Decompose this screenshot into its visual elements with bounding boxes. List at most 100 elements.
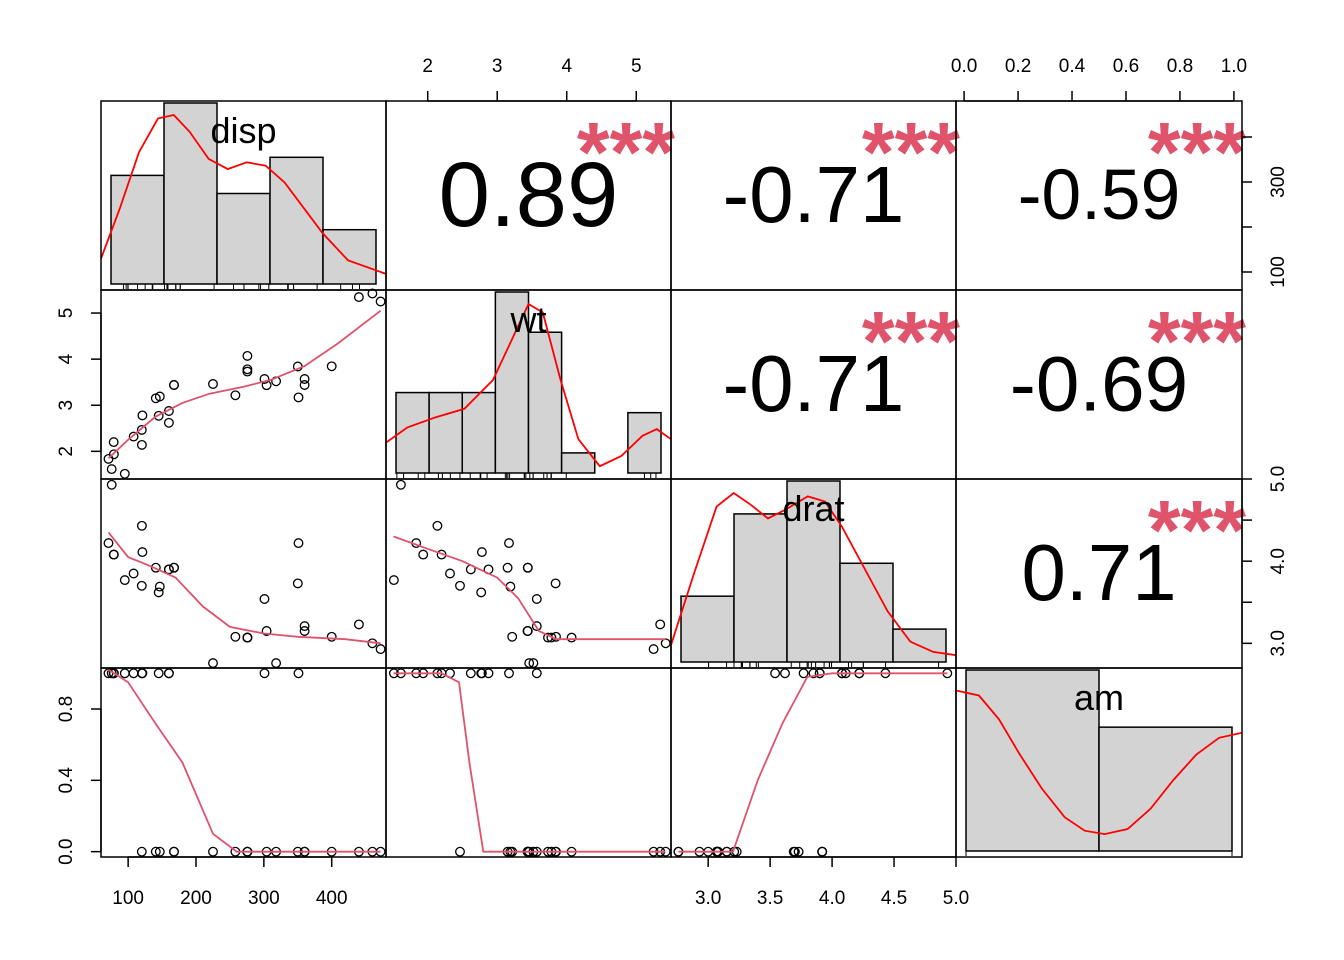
significance-stars: ***	[862, 105, 960, 199]
significance-stars: ***	[1148, 483, 1246, 577]
tick-label: 3.0	[695, 888, 721, 909]
smooth-line	[107, 309, 382, 459]
panel-wt-wt: wt	[385, 289, 672, 480]
tick-label: 300	[1268, 166, 1289, 198]
variable-label-am: am	[1074, 677, 1124, 718]
data-point	[259, 374, 270, 384]
y-axis-right-drat: 3.0 4.0 5.0	[1241, 466, 1289, 657]
histogram-bar	[680, 595, 735, 663]
data-point	[817, 846, 828, 857]
density-curve	[670, 491, 957, 657]
data-point	[128, 668, 139, 679]
data-point	[770, 668, 781, 679]
data-point	[106, 464, 117, 475]
data-point	[136, 580, 147, 591]
data-point	[150, 393, 161, 404]
data-point	[375, 644, 386, 655]
tick-label: 4.0	[1268, 548, 1289, 574]
data-point	[137, 668, 148, 679]
data-point	[299, 380, 310, 390]
data-point	[108, 437, 119, 448]
x-axis-top-am: 0.0 0.2 0.4 0.6 0.8 1.0	[951, 56, 1247, 102]
tick-label: 3.5	[757, 888, 783, 909]
data-point	[128, 568, 139, 579]
histogram-bar	[110, 174, 165, 285]
data-point	[798, 668, 809, 679]
data-point	[119, 575, 130, 586]
x-axis-disp: 100 200 300 400	[112, 856, 348, 909]
data-point	[326, 361, 337, 372]
tick-label: 0.4	[1059, 56, 1086, 77]
panel-border	[385, 667, 672, 858]
panel-border	[100, 289, 387, 480]
panel-wt-disp	[100, 288, 387, 480]
density-curve	[955, 689, 1243, 836]
data-point	[432, 520, 443, 531]
data-point	[261, 626, 272, 636]
data-point	[476, 668, 487, 679]
tick-label: 3	[492, 56, 503, 77]
data-point	[154, 581, 165, 592]
panel-border	[100, 667, 387, 858]
data-point	[660, 638, 671, 649]
data-point	[136, 520, 147, 531]
histogram-bar	[839, 562, 894, 663]
histogram-bar	[461, 391, 497, 474]
correlation-value: 0.71	[1021, 528, 1176, 617]
data-point	[522, 562, 533, 573]
significance-stars: ***	[1148, 294, 1246, 388]
data-point	[504, 538, 514, 549]
data-point	[531, 668, 542, 679]
tick-label: 0.2	[1005, 56, 1031, 77]
panel-am-am: am	[955, 667, 1243, 858]
significance-stars: ***	[862, 294, 960, 388]
data-point	[418, 549, 429, 560]
tick-label: 2	[56, 446, 77, 457]
histogram-bar	[216, 192, 271, 285]
significance-stars: ***	[577, 105, 675, 199]
data-point	[504, 668, 514, 679]
panel-disp-wt: 0.89***	[385, 100, 675, 291]
data-point	[128, 431, 139, 442]
data-point	[476, 587, 487, 598]
panel-disp-disp: disp	[100, 100, 387, 291]
data-point	[353, 619, 364, 630]
panel-disp-am: -0.59***	[955, 100, 1246, 291]
data-point	[136, 424, 147, 435]
data-point	[476, 547, 487, 558]
data-point	[299, 626, 310, 636]
data-point	[395, 479, 406, 490]
histogram-bar	[527, 331, 563, 474]
data-point	[108, 668, 119, 679]
tick-label: 0.8	[1167, 56, 1193, 77]
tick-label: 100	[112, 888, 144, 909]
tick-label: 3	[56, 400, 77, 411]
density-curve	[385, 302, 672, 468]
significance-stars: ***	[1148, 105, 1246, 199]
data-point	[326, 631, 337, 642]
data-point	[292, 578, 303, 589]
data-point	[271, 658, 282, 669]
data-point	[119, 668, 130, 679]
data-point	[793, 846, 804, 857]
x-axis-drat: 3.0 3.5 4.0 4.5 5.0	[695, 856, 969, 909]
tick-label: 3.0	[1268, 630, 1289, 656]
data-point	[465, 668, 476, 679]
tick-label: 0.8	[56, 696, 77, 722]
axes: 100 200 300 400 3.0 3.5 4.0 4.5 5.0 2 3 4 5 0.0 0.2 0.4…	[56, 56, 1289, 909]
tick-label: 0.0	[951, 56, 977, 77]
data-point	[455, 846, 465, 857]
data-point	[169, 846, 179, 857]
data-point	[163, 668, 174, 679]
tick-label: 4	[56, 353, 77, 364]
data-point	[153, 410, 164, 421]
data-point	[546, 632, 557, 643]
tick-label: 5	[631, 56, 642, 77]
tick-label: 200	[180, 888, 212, 909]
data-point	[208, 846, 218, 857]
data-point	[566, 632, 577, 643]
data-point	[299, 621, 310, 632]
panel-disp-drat: -0.71***	[670, 100, 960, 291]
data-point	[153, 587, 164, 598]
tick-label: 5.0	[943, 888, 969, 909]
